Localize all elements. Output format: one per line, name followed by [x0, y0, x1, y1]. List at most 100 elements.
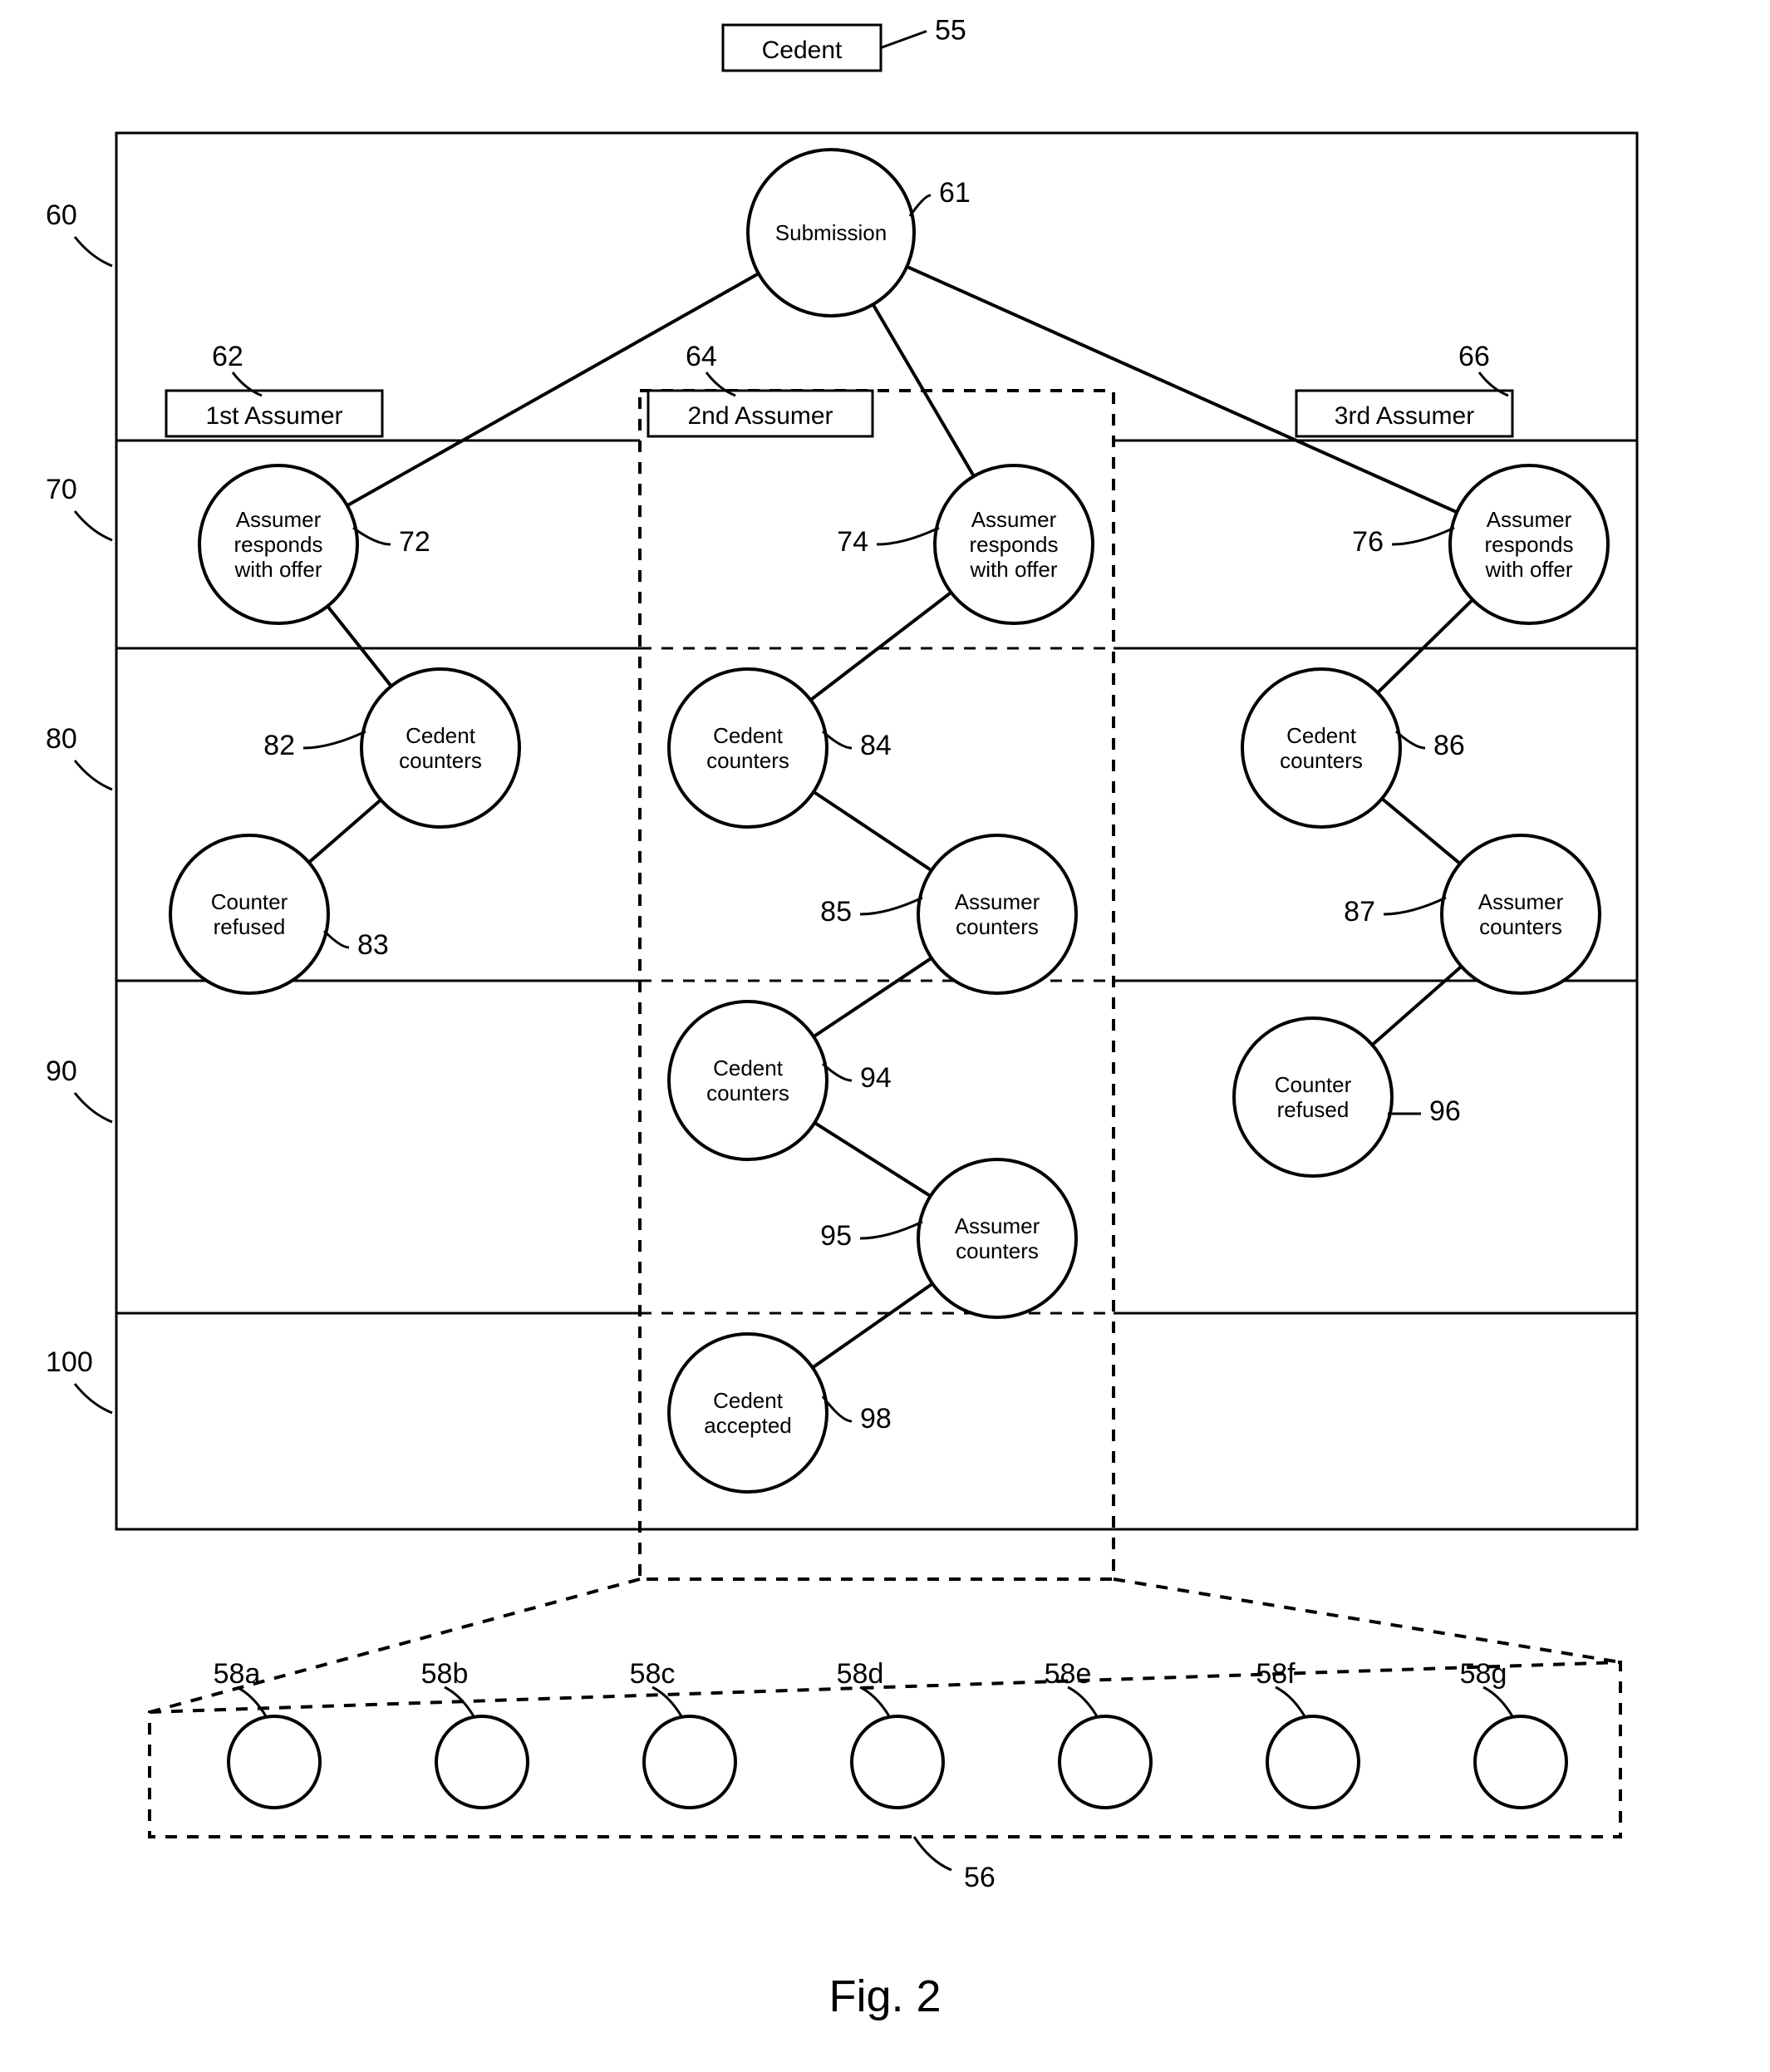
row-ref-arrow [75, 511, 112, 540]
node-text: Cedent [713, 1056, 784, 1080]
node-n98: Cedentaccepted98 [669, 1334, 892, 1492]
node-n84: Cedentcounters 84 [669, 669, 892, 827]
detail-circle-58b [436, 1716, 528, 1808]
ref-58b: 58b [421, 1658, 469, 1690]
node-text: counters [1479, 914, 1562, 939]
node-n86: Cedentcounters 86 [1242, 669, 1465, 827]
node-text: Cedent [1286, 723, 1357, 748]
node-text: with offer [969, 557, 1057, 582]
leader-58f [1276, 1687, 1305, 1716]
node-text: responds [1485, 532, 1574, 557]
node-text: counters [956, 914, 1039, 939]
leader-55 [881, 32, 927, 48]
node-n95: Assumercounters95 [820, 1159, 1076, 1317]
ref-96: 96 [1429, 1095, 1461, 1127]
ref-87: 87 [1344, 896, 1375, 928]
node-text: Cedent [713, 723, 784, 748]
ref-62: 62 [212, 341, 243, 372]
row-ref-arrow [75, 1384, 112, 1413]
ref-72: 72 [399, 526, 430, 558]
node-text: counters [1280, 748, 1363, 773]
leader-58c [652, 1687, 681, 1716]
row-ref-arrow [75, 237, 112, 266]
ref-64: 64 [686, 341, 717, 372]
edge-n61-n72 [278, 233, 831, 544]
detail-circle-58g [1475, 1716, 1566, 1808]
node-n96: Counterrefused 96 [1234, 1018, 1461, 1176]
ref-58g: 58g [1460, 1658, 1507, 1690]
ref-66: 66 [1458, 341, 1490, 372]
row-ref-arrow [75, 760, 112, 790]
node-text: responds [234, 532, 323, 557]
leader-58d [860, 1687, 889, 1716]
ref-85: 85 [820, 896, 852, 928]
cedent-label: Cedent [762, 37, 843, 64]
patent-figure-2: Cedent 55 60 70 80 90 100 1st Assumer 62 2nd Assu… [0, 0, 1770, 2072]
ref-58d: 58d [837, 1658, 884, 1690]
node-text: Cedent [406, 723, 476, 748]
node-text: counters [706, 748, 789, 773]
node-n76: Assumerrespondswith offer76 [1352, 465, 1608, 623]
ref-70: 70 [46, 474, 77, 505]
ref-58f: 58f [1256, 1658, 1296, 1690]
ref-82: 82 [263, 730, 295, 761]
detail-connector-left [150, 1579, 640, 1712]
leader-83 [324, 931, 349, 947]
ref-61: 61 [939, 177, 971, 209]
detail-circle-58e [1060, 1716, 1151, 1808]
assumer2-label: 2nd Assumer [687, 402, 833, 430]
node-n82: Cedentcounters 82 [263, 669, 519, 827]
node-n72: Assumerrespondswith offer 72 [199, 465, 430, 623]
detail-circle-58c [644, 1716, 735, 1808]
leader-76 [1392, 528, 1454, 544]
ref-58e: 58e [1045, 1658, 1092, 1690]
ref-95: 95 [820, 1220, 852, 1252]
node-text: Assumer [955, 1213, 1040, 1238]
ref-56: 56 [964, 1862, 996, 1893]
assumer1-label: 1st Assumer [205, 402, 342, 430]
detail-connector-right [1114, 1579, 1620, 1662]
ref-84: 84 [860, 730, 892, 761]
node-text: refused [1277, 1097, 1350, 1122]
ref-58c: 58c [630, 1658, 676, 1690]
node-text: refused [214, 914, 286, 939]
ref-86: 86 [1433, 730, 1465, 761]
node-n87: Assumercounters 87 [1344, 835, 1600, 993]
ref-55: 55 [935, 15, 966, 47]
ref-100: 100 [46, 1346, 93, 1378]
leader-61 [910, 195, 931, 216]
node-n61: Submission61 [748, 150, 971, 316]
row-ref-arrow [75, 1093, 112, 1122]
leader-95 [860, 1222, 922, 1238]
node-text: Assumer [1487, 507, 1572, 532]
leader-56 [914, 1837, 951, 1870]
assumer3-label: 3rd Assumer [1335, 402, 1474, 430]
node-text: Assumer [971, 507, 1057, 532]
detail-circle-58f [1267, 1716, 1359, 1808]
node-n85: Assumercounters85 [820, 835, 1076, 993]
ref-60: 60 [46, 199, 77, 231]
detail-circle-58d [852, 1716, 943, 1808]
node-text: counters [399, 748, 482, 773]
node-text: Assumer [236, 507, 322, 532]
ref-80: 80 [46, 723, 77, 755]
ref-90: 90 [46, 1056, 77, 1087]
ref-58a: 58a [214, 1658, 261, 1690]
node-text: Assumer [1478, 889, 1564, 914]
leader-85 [860, 898, 922, 914]
leader-74 [877, 528, 939, 544]
edge-n61-n76 [831, 233, 1529, 544]
leader-82 [303, 731, 366, 748]
node-text: with offer [234, 557, 322, 582]
ref-94: 94 [860, 1062, 892, 1094]
ref-74: 74 [837, 526, 868, 558]
node-text: accepted [704, 1413, 792, 1438]
detail-circle-58a [229, 1716, 320, 1808]
ref-83: 83 [357, 929, 389, 961]
node-text: Cedent [713, 1388, 784, 1413]
node-text: counters [706, 1080, 789, 1105]
node-n74: Assumerrespondswith offer74 [837, 465, 1093, 623]
node-text: with offer [1484, 557, 1572, 582]
figure-caption: Fig. 2 [828, 1971, 941, 2021]
node-text: Counter [1275, 1072, 1352, 1097]
